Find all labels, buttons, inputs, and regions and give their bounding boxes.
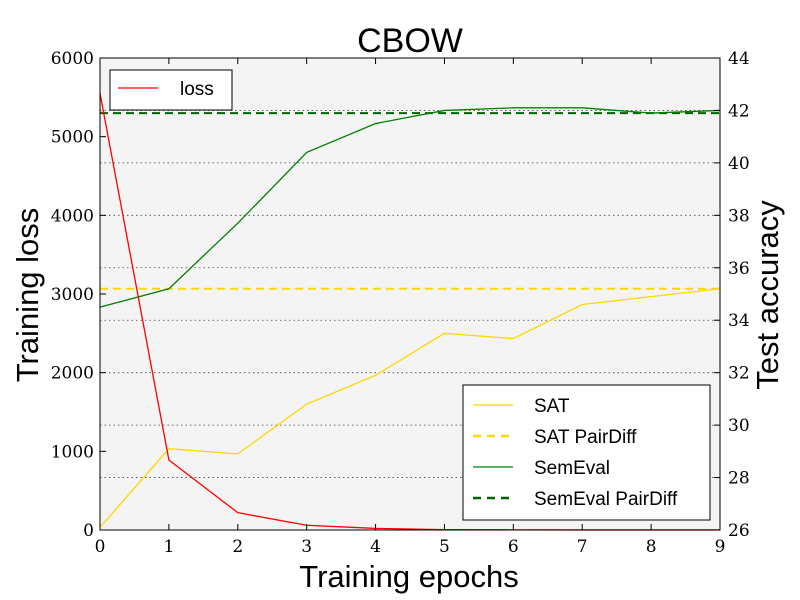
legend-label-semeval-pairdiff: SemEval PairDiff xyxy=(534,489,678,510)
legend-box xyxy=(109,69,233,111)
x-tick-label: 2 xyxy=(232,537,243,557)
left-y-tick-label: 1000 xyxy=(51,442,94,462)
x-tick-label: 5 xyxy=(439,537,450,557)
series-line-sat xyxy=(99,288,721,528)
left-y-tick-label: 6000 xyxy=(51,49,94,69)
legend-accuracy: SAT SAT PairDiff SemEval SemEval PairDiff xyxy=(462,384,711,521)
legend-label-semeval: SemEval xyxy=(534,458,610,479)
right-y-axis-title: Test accuracy xyxy=(750,200,785,390)
x-tick-label: 3 xyxy=(301,537,312,557)
right-y-tick-label: 30 xyxy=(728,416,750,436)
left-y-tick-label: 0 xyxy=(83,521,94,541)
left-y-axis-ticks: 0 1000 2000 3000 4000 5000 6000 xyxy=(51,49,106,541)
legend-label-loss: loss xyxy=(180,79,214,100)
chart-title: CBOW xyxy=(357,22,463,60)
x-axis-title: Training epochs xyxy=(299,559,518,594)
x-tick-label: 7 xyxy=(577,537,588,557)
series-line-semeval xyxy=(99,107,721,308)
left-y-tick-label: 3000 xyxy=(51,285,94,305)
left-y-tick-label: 5000 xyxy=(51,128,94,148)
right-y-tick-label: 34 xyxy=(728,311,750,331)
legend-label-sat-pairdiff: SAT PairDiff xyxy=(534,427,637,448)
x-tick-label: 6 xyxy=(508,537,519,557)
right-y-tick-label: 44 xyxy=(728,49,750,69)
right-y-tick-label: 26 xyxy=(728,521,750,541)
right-y-tick-label: 38 xyxy=(728,206,750,226)
plot-area: 0 1 2 3 4 5 6 7 8 9010002000300040005000600026283… xyxy=(51,49,750,557)
x-tick-label: 4 xyxy=(370,537,381,557)
right-y-tick-label: 28 xyxy=(728,469,750,489)
x-tick-label: 9 xyxy=(715,537,726,557)
x-axis-ticks: 0 1 2 3 4 5 6 7 8 9 xyxy=(95,58,726,557)
x-tick-label: 0 xyxy=(95,537,106,557)
left-y-axis-title: Training loss xyxy=(10,208,45,383)
left-y-tick-label: 2000 xyxy=(51,364,94,384)
x-tick-label: 1 xyxy=(163,537,174,557)
legend-label-sat: SAT xyxy=(534,396,570,417)
left-y-tick-label: 4000 xyxy=(51,206,94,226)
x-tick-label: 8 xyxy=(646,537,657,557)
right-y-tick-label: 40 xyxy=(728,154,750,174)
right-y-axis-ticks: 26 28 30 32 34 36 38 40 42 44 xyxy=(714,49,750,541)
legend-loss: loss xyxy=(109,69,233,111)
right-y-tick-label: 36 xyxy=(728,259,750,279)
right-y-tick-label: 32 xyxy=(728,364,750,384)
right-y-tick-label: 42 xyxy=(728,101,750,121)
